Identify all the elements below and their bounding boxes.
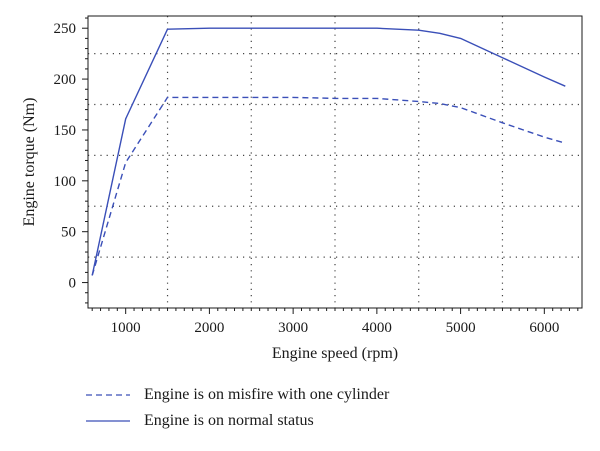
legend-swatch-dashed: [86, 394, 130, 396]
series-lines: [91, 27, 566, 276]
y-tick-label: 250: [54, 21, 77, 37]
legend-label-normal: Engine is on normal status: [144, 412, 314, 429]
x-axis-label: Engine speed (rpm): [272, 345, 398, 362]
x-axis-ticks: 1000 2000 3000 4000 5000 6000: [91, 308, 579, 336]
legend-label-misfire: Engine is on misfire with one cylinder: [144, 386, 390, 403]
legend-swatch-solid: [86, 420, 130, 422]
y-tick-label: 0: [69, 276, 77, 292]
x-tick-label: 1000: [111, 320, 141, 336]
y-tick-label: 50: [61, 225, 76, 241]
y-tick-label: 150: [54, 123, 77, 139]
y-axis-label: Engine torque (Nm): [21, 98, 38, 227]
x-tick-label: 3000: [278, 320, 308, 336]
x-tick-label: 4000: [362, 320, 392, 336]
series-line-misfire: [91, 96, 566, 276]
legend-entry-normal: Engine is on normal status: [86, 408, 389, 434]
y-axis-ticks: 0 50 100 150 200 250: [54, 17, 88, 304]
x-tick-label: 2000: [194, 320, 224, 336]
x-tick-label: 6000: [529, 320, 559, 336]
legend: Engine is on misfire with one cylinder E…: [86, 382, 389, 434]
x-tick-label: 5000: [446, 320, 476, 336]
legend-entry-misfire: Engine is on misfire with one cylinder: [86, 382, 389, 408]
series-line-normal: [91, 27, 566, 276]
y-tick-label: 100: [54, 174, 77, 190]
y-tick-label: 200: [54, 72, 77, 88]
